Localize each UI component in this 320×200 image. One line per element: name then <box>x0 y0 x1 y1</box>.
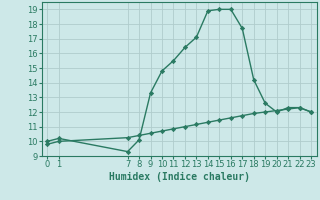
X-axis label: Humidex (Indice chaleur): Humidex (Indice chaleur) <box>109 172 250 182</box>
